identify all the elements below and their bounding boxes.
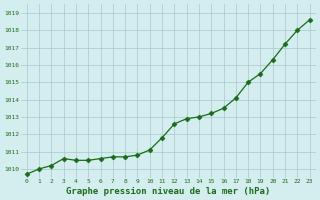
X-axis label: Graphe pression niveau de la mer (hPa): Graphe pression niveau de la mer (hPa) xyxy=(66,187,270,196)
